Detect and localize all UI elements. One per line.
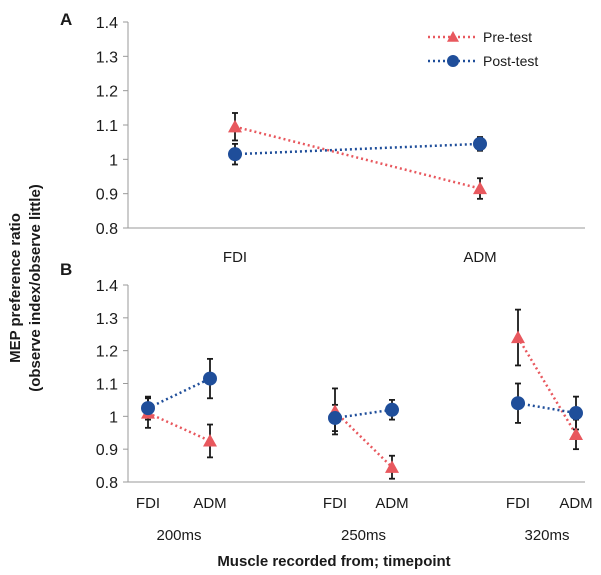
- panel-a-y-tick-label: 1: [109, 152, 118, 169]
- panel-b-post-test-point: [385, 402, 399, 417]
- panel-a-pre-test-line: [234, 125, 481, 190]
- legend-pre-label: Pre-test: [483, 29, 532, 45]
- panel-b-y-tick-label: 1: [109, 409, 118, 426]
- panel-a-post-test-line: [234, 142, 481, 156]
- panel-b-letter: B: [60, 260, 72, 279]
- panel-b-post-test-line: [517, 401, 577, 415]
- panel-a-y-ticks: 0.8 0.9 1 1.1 1.2 1.3 1.4: [96, 15, 128, 238]
- panel-b-post-test-point: [511, 396, 525, 411]
- panel-b-pre-test-line: [147, 411, 211, 443]
- panel-b-group-320ms: [511, 308, 583, 451]
- panel-b-group-200ms: [141, 357, 217, 459]
- panel-b-post-test-point: [328, 410, 342, 425]
- panel-b-pre-test-point: [511, 330, 525, 344]
- panel-b-post-test-point: [203, 371, 217, 386]
- panel-a-category-label: FDI: [223, 249, 247, 266]
- panel-a-post-test-point: [473, 136, 487, 151]
- panel-b-y-tick-label: 1.4: [96, 278, 118, 295]
- panel-b-y-tick-label: 1.1: [96, 377, 118, 394]
- panel-b-category-label: ADM: [559, 495, 592, 512]
- panel-b-group-250ms: [328, 387, 399, 480]
- panel-b-post-test-line: [334, 408, 393, 420]
- panel-a-letter: A: [60, 10, 72, 29]
- panel-a-pre-test-point: [473, 181, 487, 195]
- x-axis-title: Muscle recorded from; timepoint: [217, 553, 450, 570]
- panel-b-post-test-point: [569, 406, 583, 421]
- panel-a-pre-test-point: [228, 119, 242, 133]
- panel-a-categories: FDI ADM: [223, 249, 497, 266]
- legend: Pre-test Post-test: [428, 29, 538, 69]
- panel-b-post-test-point: [141, 401, 155, 416]
- panel-b-pre-test-point: [203, 433, 217, 447]
- panel-a-y-tick-label: 1.4: [96, 15, 118, 32]
- panel-a-series: [228, 112, 487, 200]
- panel-b-pre-test-point: [385, 460, 399, 473]
- legend-post-label: Post-test: [483, 53, 538, 69]
- panel-b-timepoint-label: 200ms: [156, 527, 201, 544]
- panel-b-category-label: ADM: [375, 495, 408, 512]
- panel-b-categories: FDI ADM 200ms FDI ADM 250ms FDI ADM 320ms: [136, 495, 593, 544]
- panel-a: A 0.8 0.9 1 1.1 1.2 1.3 1.4 FDI ADM Pre-test Po…: [60, 10, 585, 266]
- legend-post-marker: [447, 55, 459, 67]
- panel-b-y-ticks: 0.8 0.9 1 1.1 1.2 1.3 1.4: [96, 278, 128, 492]
- panel-b-post-test-line: [147, 377, 211, 410]
- panel-b-y-tick-label: 0.8: [96, 475, 118, 492]
- panel-b-pre-test-line: [516, 336, 578, 436]
- panel-b-y-tick-label: 0.9: [96, 442, 118, 459]
- panel-a-y-tick-label: 1.2: [96, 84, 118, 101]
- panel-b-category-label: FDI: [323, 495, 347, 512]
- panel-b-category-label: ADM: [193, 495, 226, 512]
- panel-a-y-tick-label: 1.1: [96, 118, 118, 135]
- panel-b-series: [141, 308, 583, 480]
- panel-b: B 0.8 0.9 1 1.1 1.2 1.3 1.4 FDI ADM 200ms FDI ADM 2…: [60, 260, 593, 544]
- legend-pre-marker: [447, 31, 459, 42]
- panel-b-category-label: FDI: [506, 495, 530, 512]
- panel-b-pre-test-line: [334, 410, 393, 469]
- y-axis-title-line1: MEP preference ratio: [7, 213, 24, 363]
- panel-a-category-label: ADM: [463, 249, 496, 266]
- panel-b-category-label: FDI: [136, 495, 160, 512]
- panel-b-timepoint-label: 320ms: [524, 527, 569, 544]
- y-axis-title-line2: (observe index/observe little): [27, 184, 44, 392]
- panel-a-y-tick-label: 0.8: [96, 221, 118, 238]
- panel-b-y-tick-label: 1.3: [96, 311, 118, 328]
- panel-a-y-tick-label: 1.3: [96, 49, 118, 66]
- panel-a-y-tick-label: 0.9: [96, 187, 118, 204]
- panel-b-timepoint-label: 250ms: [341, 527, 386, 544]
- panel-b-pre-test-point: [569, 427, 583, 440]
- panel-a-post-test-point: [228, 147, 242, 162]
- panel-b-y-tick-label: 1.2: [96, 344, 118, 361]
